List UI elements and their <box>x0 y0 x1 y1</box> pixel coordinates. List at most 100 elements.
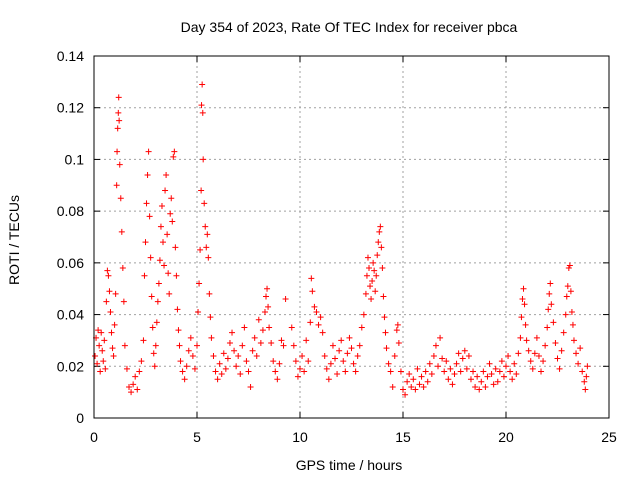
data-point <box>222 365 229 372</box>
data-point <box>97 368 104 375</box>
data-point <box>378 244 385 251</box>
data-point <box>95 327 102 334</box>
data-point <box>451 371 458 378</box>
data-point <box>467 376 474 383</box>
data-point <box>533 334 540 341</box>
data-point <box>204 231 211 238</box>
data-point <box>476 386 483 393</box>
data-point <box>96 342 103 349</box>
data-point <box>352 368 359 375</box>
data-point <box>350 360 357 367</box>
data-point <box>492 365 499 372</box>
data-point <box>498 358 505 365</box>
data-point <box>329 342 336 349</box>
data-point <box>108 329 115 336</box>
data-point <box>196 280 203 287</box>
data-point <box>325 376 332 383</box>
data-point <box>272 368 279 375</box>
y-tick-label: 0.14 <box>57 48 84 64</box>
data-point <box>172 244 179 251</box>
data-point <box>565 265 572 272</box>
data-point <box>391 352 398 359</box>
x-tick-label: 25 <box>601 429 617 445</box>
data-point <box>540 358 547 365</box>
data-point <box>490 381 497 388</box>
data-point <box>546 290 553 297</box>
data-point <box>366 265 373 272</box>
data-point <box>513 371 520 378</box>
data-point <box>142 239 149 246</box>
data-point <box>430 352 437 359</box>
grid-layer <box>94 56 609 418</box>
data-point <box>92 352 99 359</box>
data-point <box>371 267 378 274</box>
data-point <box>548 301 555 308</box>
data-point <box>364 254 371 261</box>
data-point <box>520 285 527 292</box>
data-point <box>119 265 126 272</box>
data-point <box>198 187 205 194</box>
data-point <box>439 355 446 362</box>
data-point <box>308 275 315 282</box>
data-point <box>567 288 574 295</box>
x-tick-label: 20 <box>498 429 514 445</box>
data-point <box>441 368 448 375</box>
data-point <box>220 350 227 357</box>
data-point <box>311 303 318 310</box>
data-point <box>531 350 538 357</box>
data-point <box>550 319 557 326</box>
data-point <box>569 321 576 328</box>
data-point <box>265 303 272 310</box>
data-point <box>107 308 114 315</box>
x-tick-label: 15 <box>395 429 411 445</box>
data-point <box>158 202 165 209</box>
data-point <box>99 347 106 354</box>
data-point <box>162 187 169 194</box>
data-point <box>581 378 588 385</box>
data-point <box>152 342 159 349</box>
data-point <box>218 371 225 378</box>
data-point <box>207 314 214 321</box>
data-point <box>270 358 277 365</box>
data-point <box>307 319 314 326</box>
data-point <box>435 363 442 370</box>
data-point <box>535 352 542 359</box>
data-point <box>235 352 242 359</box>
y-tick-label: 0.06 <box>57 255 84 271</box>
chart-title: Day 354 of 2023, Rate Of TEC Index for r… <box>181 19 518 35</box>
data-point <box>416 381 423 388</box>
data-point <box>255 316 262 323</box>
data-point <box>114 125 121 132</box>
data-point <box>327 360 334 367</box>
x-axis-label: GPS time / hours <box>296 457 403 473</box>
data-point <box>146 213 153 220</box>
data-point <box>174 306 181 313</box>
data-point <box>210 352 217 359</box>
y-tick-label: 0.1 <box>65 151 85 167</box>
data-point <box>522 321 529 328</box>
data-point <box>348 345 355 352</box>
data-point <box>394 321 401 328</box>
data-point <box>517 334 524 341</box>
data-point <box>257 340 264 347</box>
data-point <box>268 340 275 347</box>
data-point <box>313 308 320 315</box>
data-point <box>422 368 429 375</box>
data-point <box>101 337 108 344</box>
data-point <box>383 345 390 352</box>
data-point <box>176 342 183 349</box>
data-point <box>151 363 158 370</box>
data-point <box>583 373 590 380</box>
data-point <box>566 262 573 269</box>
data-point <box>426 360 433 367</box>
data-point <box>185 347 192 354</box>
data-point <box>145 148 152 155</box>
data-point <box>387 368 394 375</box>
data-point <box>203 244 210 251</box>
data-point <box>545 306 552 313</box>
data-point <box>564 283 571 290</box>
x-tick-label: 5 <box>193 429 201 445</box>
data-point <box>149 324 156 331</box>
data-point <box>170 153 177 160</box>
data-point <box>377 223 384 230</box>
